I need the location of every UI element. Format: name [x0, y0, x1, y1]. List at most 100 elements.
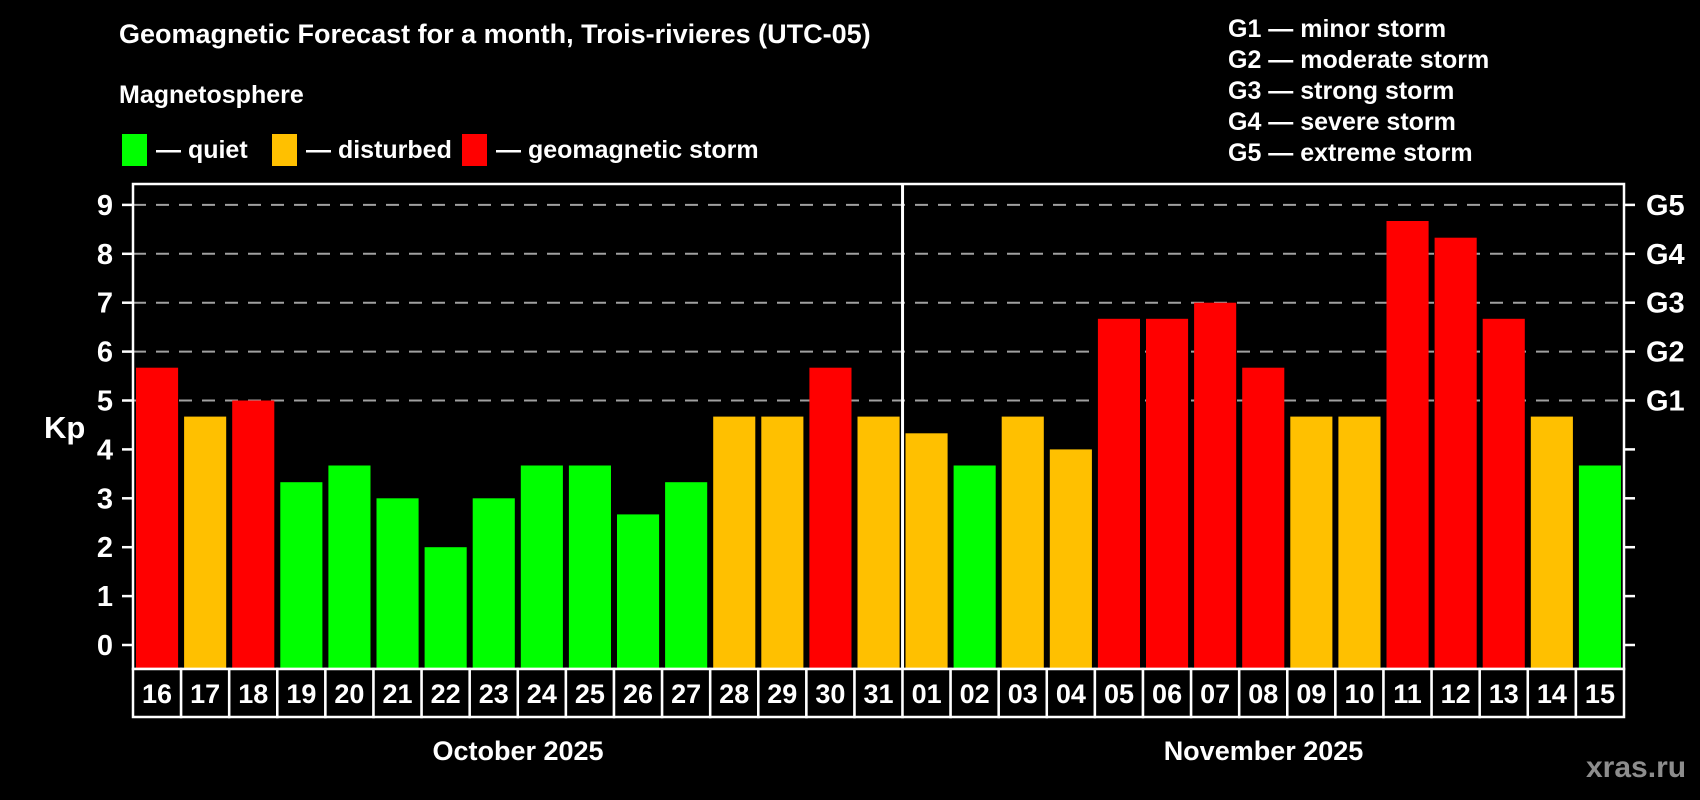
x-day-label: 24: [527, 679, 557, 709]
g-tick-label: G4: [1646, 239, 1685, 271]
kp-bar: [1049, 449, 1092, 669]
kp-bar: [665, 482, 708, 669]
g1-legend-line: G1 — minor storm: [1228, 15, 1447, 43]
x-day-label: 17: [190, 679, 220, 709]
x-day-label: 28: [719, 679, 749, 709]
magnetosphere-label: Magnetosphere: [119, 81, 304, 109]
kp-bar: [280, 482, 323, 669]
legend-item-disturbed: — disturbed: [272, 134, 452, 166]
page-title: Geomagnetic Forecast for a month, Trois-…: [119, 19, 871, 49]
kp-bar: [1482, 318, 1525, 669]
kp-bar: [809, 367, 852, 669]
kp-bar: [1434, 237, 1477, 669]
x-day-label: 04: [1056, 679, 1086, 709]
y-tick-label: 4: [97, 434, 113, 466]
x-day-box: [1526, 667, 1578, 719]
kp-bar: [617, 514, 660, 669]
x-day-box: [612, 667, 664, 719]
x-day-label: 02: [960, 679, 990, 709]
x-day-label: 09: [1296, 679, 1326, 709]
kp-bar: [328, 465, 371, 669]
x-day-label: 14: [1537, 679, 1567, 709]
x-day-box: [276, 667, 327, 719]
quiet-color-swatch: [122, 134, 147, 166]
y-tick-label: 7: [97, 288, 113, 320]
x-day-label: 22: [431, 679, 461, 709]
kp-bar: [184, 416, 227, 669]
g3-legend-line: G3 — strong storm: [1228, 77, 1455, 105]
x-day-box: [324, 667, 375, 719]
g-scale-legend: G1 — minor storm G2 — moderate storm G3 …: [1228, 14, 1489, 169]
kp-bar: [1146, 318, 1189, 669]
x-day-label: 18: [238, 679, 268, 709]
x-day-box: [1430, 667, 1481, 719]
x-day-box: [1141, 667, 1193, 719]
x-day-box: [468, 667, 520, 719]
g5-legend-line: G5 — extreme storm: [1228, 139, 1473, 167]
kp-bar: [1386, 221, 1429, 669]
x-day-box: [853, 667, 904, 719]
y-tick-label: 3: [97, 483, 113, 515]
g-tick-label: G2: [1646, 337, 1685, 369]
storm-color-swatch: [462, 134, 487, 166]
g-tick-label: G5: [1646, 190, 1685, 222]
y-tick-label: 0: [97, 630, 113, 662]
x-day-label: 21: [383, 679, 413, 709]
x-day-box: [1382, 667, 1433, 719]
kp-bar: [1242, 367, 1285, 669]
legend-label-disturbed: — disturbed: [306, 135, 452, 164]
x-day-box: [757, 667, 808, 719]
x-day-label: 25: [575, 679, 605, 709]
x-day-box: [1093, 667, 1145, 719]
x-day-label: 27: [671, 679, 701, 709]
y-axis-title: Kp: [44, 410, 85, 445]
kp-bar: [1097, 318, 1140, 669]
x-day-label: 06: [1152, 679, 1182, 709]
y-tick-label: 1: [97, 581, 113, 613]
x-day-label: 05: [1104, 679, 1134, 709]
x-day-label: 03: [1008, 679, 1038, 709]
x-day-label: 08: [1248, 679, 1278, 709]
legend-item-storm: — geomagnetic storm: [462, 134, 759, 166]
g2-legend-line: G2 — moderate storm: [1228, 46, 1490, 74]
watermark: xras.ru: [1586, 751, 1687, 784]
x-day-label: 13: [1489, 679, 1519, 709]
x-day-box: [1478, 667, 1530, 719]
x-day-label: 01: [912, 679, 942, 709]
x-day-label: 30: [815, 679, 845, 709]
y-tick-label: 2: [97, 532, 113, 564]
x-day-box: [420, 667, 471, 719]
kp-bar: [1194, 302, 1237, 669]
kp-bar: [472, 498, 515, 669]
x-day-label: 10: [1344, 679, 1374, 709]
y-tick-label: 6: [97, 337, 113, 369]
x-day-box: [805, 667, 856, 719]
kp-bar: [424, 547, 467, 669]
kp-bar: [1578, 465, 1621, 669]
x-day-label: 26: [623, 679, 653, 709]
kp-bar: [953, 465, 996, 669]
y-tick-label: 9: [97, 190, 113, 222]
month-label-october: October 2025: [432, 736, 604, 766]
kp-bar: [857, 416, 900, 669]
kp-bar: [232, 400, 275, 669]
x-day-box: [1286, 667, 1337, 719]
disturbed-color-swatch: [272, 134, 297, 166]
y-tick-label: 5: [97, 386, 113, 418]
legend-label-quiet: — quiet: [156, 135, 248, 164]
x-day-label: 16: [142, 679, 172, 709]
x-day-label: 29: [767, 679, 797, 709]
kp-bar: [905, 433, 948, 669]
x-day-label: 11: [1393, 679, 1422, 709]
x-day-label: 19: [286, 679, 316, 709]
x-day-label: 07: [1200, 679, 1230, 709]
kp-bar: [1338, 416, 1381, 669]
x-day-label: 23: [479, 679, 509, 709]
kp-bar: [713, 416, 756, 669]
x-day-box: [1237, 667, 1289, 719]
legend-item-quiet: — quiet: [122, 134, 248, 166]
x-day-label: 12: [1441, 679, 1471, 709]
kp-bar: [1001, 416, 1044, 669]
